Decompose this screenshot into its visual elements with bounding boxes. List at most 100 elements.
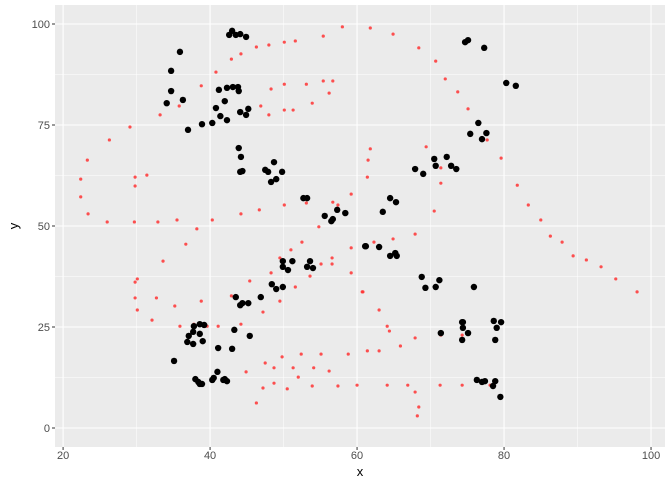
black-point <box>189 340 197 348</box>
black-point <box>267 178 275 186</box>
red-point <box>304 201 308 205</box>
red-point <box>175 218 179 222</box>
black-point <box>264 168 272 176</box>
black-point <box>481 377 489 385</box>
black-point <box>199 337 206 345</box>
black-point <box>436 276 443 284</box>
black-point <box>214 344 222 352</box>
black-point <box>221 375 228 383</box>
red-point <box>254 45 258 49</box>
red-point <box>210 218 214 222</box>
black-point <box>196 330 203 338</box>
red-point <box>184 242 188 246</box>
black-point <box>453 165 460 173</box>
red-point <box>340 25 344 29</box>
black-point <box>478 135 486 143</box>
black-point <box>242 33 250 41</box>
grid-lines <box>55 5 665 447</box>
black-point <box>190 322 198 330</box>
red-point <box>406 383 410 387</box>
black-point <box>237 153 245 161</box>
black-point <box>215 86 223 94</box>
black-point <box>422 284 429 292</box>
red-point <box>321 79 325 83</box>
red-point <box>267 43 271 47</box>
red-point <box>199 84 203 88</box>
red-point <box>239 212 243 216</box>
red-point <box>413 390 417 394</box>
black-point <box>237 108 244 116</box>
red-point <box>366 158 370 162</box>
red-point <box>248 279 252 283</box>
red-point <box>269 271 273 275</box>
black-point <box>210 374 217 382</box>
y-axis-title: y <box>6 222 21 229</box>
red-point <box>614 277 618 281</box>
black-point <box>239 299 246 307</box>
red-point <box>319 262 323 266</box>
x-tick-label: 100 <box>642 450 660 462</box>
red-point <box>278 256 282 260</box>
black-point <box>209 119 216 127</box>
red-point <box>132 220 136 224</box>
red-point <box>261 386 265 390</box>
red-point <box>385 383 389 387</box>
red-point <box>635 290 639 294</box>
black-point <box>273 285 280 293</box>
red-point <box>317 225 321 229</box>
red-point <box>158 113 162 117</box>
red-point <box>336 384 340 388</box>
black-point <box>214 368 221 376</box>
black-point <box>217 112 224 120</box>
red-point <box>310 384 314 388</box>
red-point <box>107 138 111 142</box>
black-point <box>273 175 280 183</box>
axes: 20 40 60 80 100 0 25 50 75 100 <box>32 19 661 462</box>
x-axis-title: x <box>357 464 364 479</box>
red-point <box>267 113 271 117</box>
red-point <box>539 218 543 222</box>
red-point <box>257 208 261 212</box>
x-tick-label: 20 <box>57 450 69 462</box>
red-point <box>300 240 304 244</box>
red-point <box>195 227 199 231</box>
red-point <box>584 258 588 262</box>
red-point <box>526 203 530 207</box>
red-point <box>439 166 443 170</box>
red-point <box>133 184 137 188</box>
red-point <box>154 296 159 300</box>
black-point <box>232 293 239 301</box>
red-point <box>173 304 177 308</box>
red-point <box>269 87 273 91</box>
black-point <box>475 119 482 127</box>
black-point <box>235 144 242 152</box>
black-point <box>464 329 472 337</box>
red-point <box>460 383 464 387</box>
red-point <box>304 82 308 86</box>
red-point <box>133 175 137 179</box>
black-point <box>362 243 370 250</box>
red-point <box>135 308 139 312</box>
black-point <box>303 194 311 202</box>
black-point <box>483 129 490 137</box>
red-point <box>443 77 447 81</box>
red-point <box>424 145 428 149</box>
red-point <box>214 70 218 74</box>
red-point <box>548 234 552 238</box>
red-point <box>293 39 297 43</box>
red-point <box>312 366 316 370</box>
black-point <box>493 324 500 332</box>
black-point <box>489 382 497 390</box>
black-point <box>279 283 287 291</box>
black-point <box>242 111 250 119</box>
red-point <box>417 405 421 409</box>
black-point <box>167 67 175 75</box>
red-point <box>299 352 303 356</box>
red-point <box>254 401 258 405</box>
red-point <box>272 381 276 385</box>
black-point <box>279 263 287 271</box>
black-point <box>447 162 455 170</box>
black-point <box>189 328 197 336</box>
black-point <box>223 116 231 124</box>
red-point <box>485 138 489 142</box>
